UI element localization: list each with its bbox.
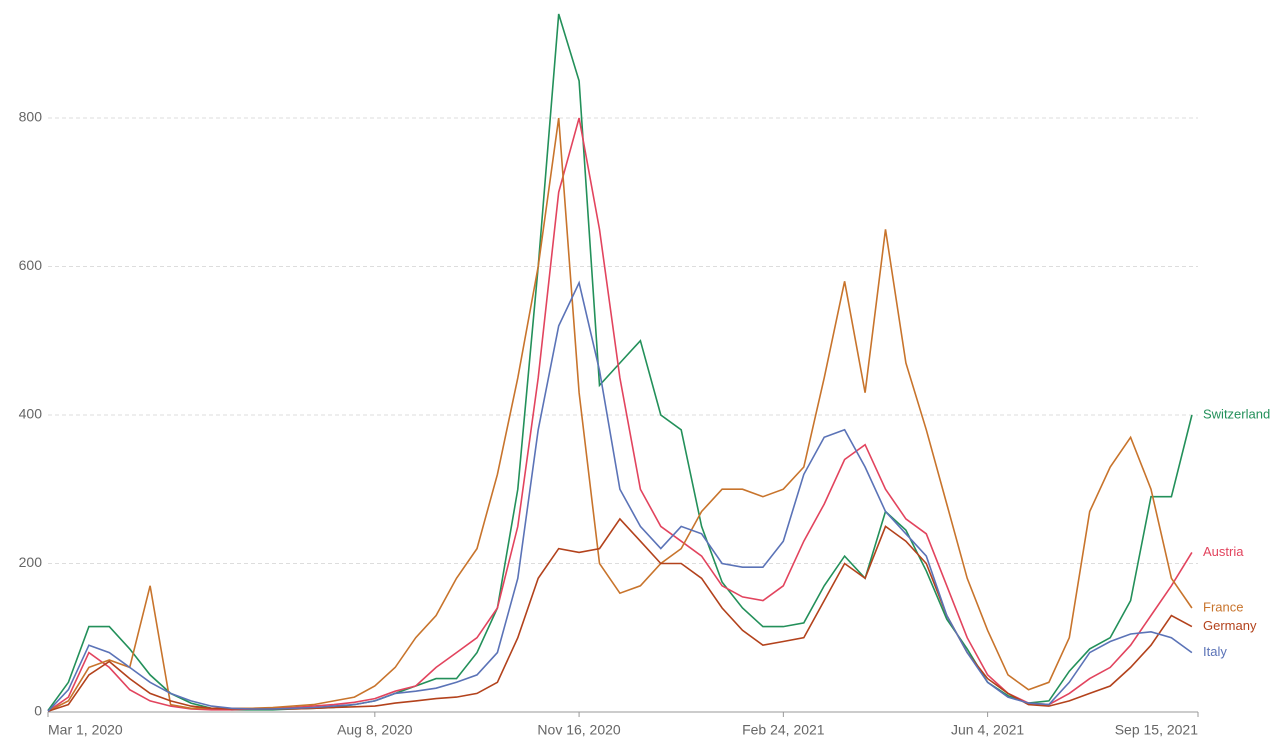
- x-tick-label: Nov 16, 2020: [537, 722, 620, 738]
- x-tick-label: Mar 1, 2020: [48, 722, 123, 738]
- y-tick-label: 0: [34, 703, 42, 719]
- y-tick-label: 600: [19, 257, 43, 273]
- y-tick-label: 200: [19, 554, 43, 570]
- y-tick-label: 800: [19, 109, 43, 125]
- legend-label: Austria: [1203, 544, 1244, 559]
- y-tick-label: 400: [19, 406, 43, 422]
- series-line: [47, 517, 1193, 713]
- series-line: [47, 280, 1193, 712]
- x-tick-label: Jun 4, 2021: [951, 722, 1024, 738]
- x-tick-label: Aug 8, 2020: [337, 722, 413, 738]
- legend-label: France: [1203, 599, 1243, 614]
- x-tick-label: Sep 15, 2021: [1115, 722, 1199, 738]
- legend-label: Germany: [1203, 618, 1257, 633]
- x-tick-label: Feb 24, 2021: [742, 722, 825, 738]
- legend-label: Switzerland: [1203, 406, 1270, 421]
- legend-label: Italy: [1203, 644, 1227, 659]
